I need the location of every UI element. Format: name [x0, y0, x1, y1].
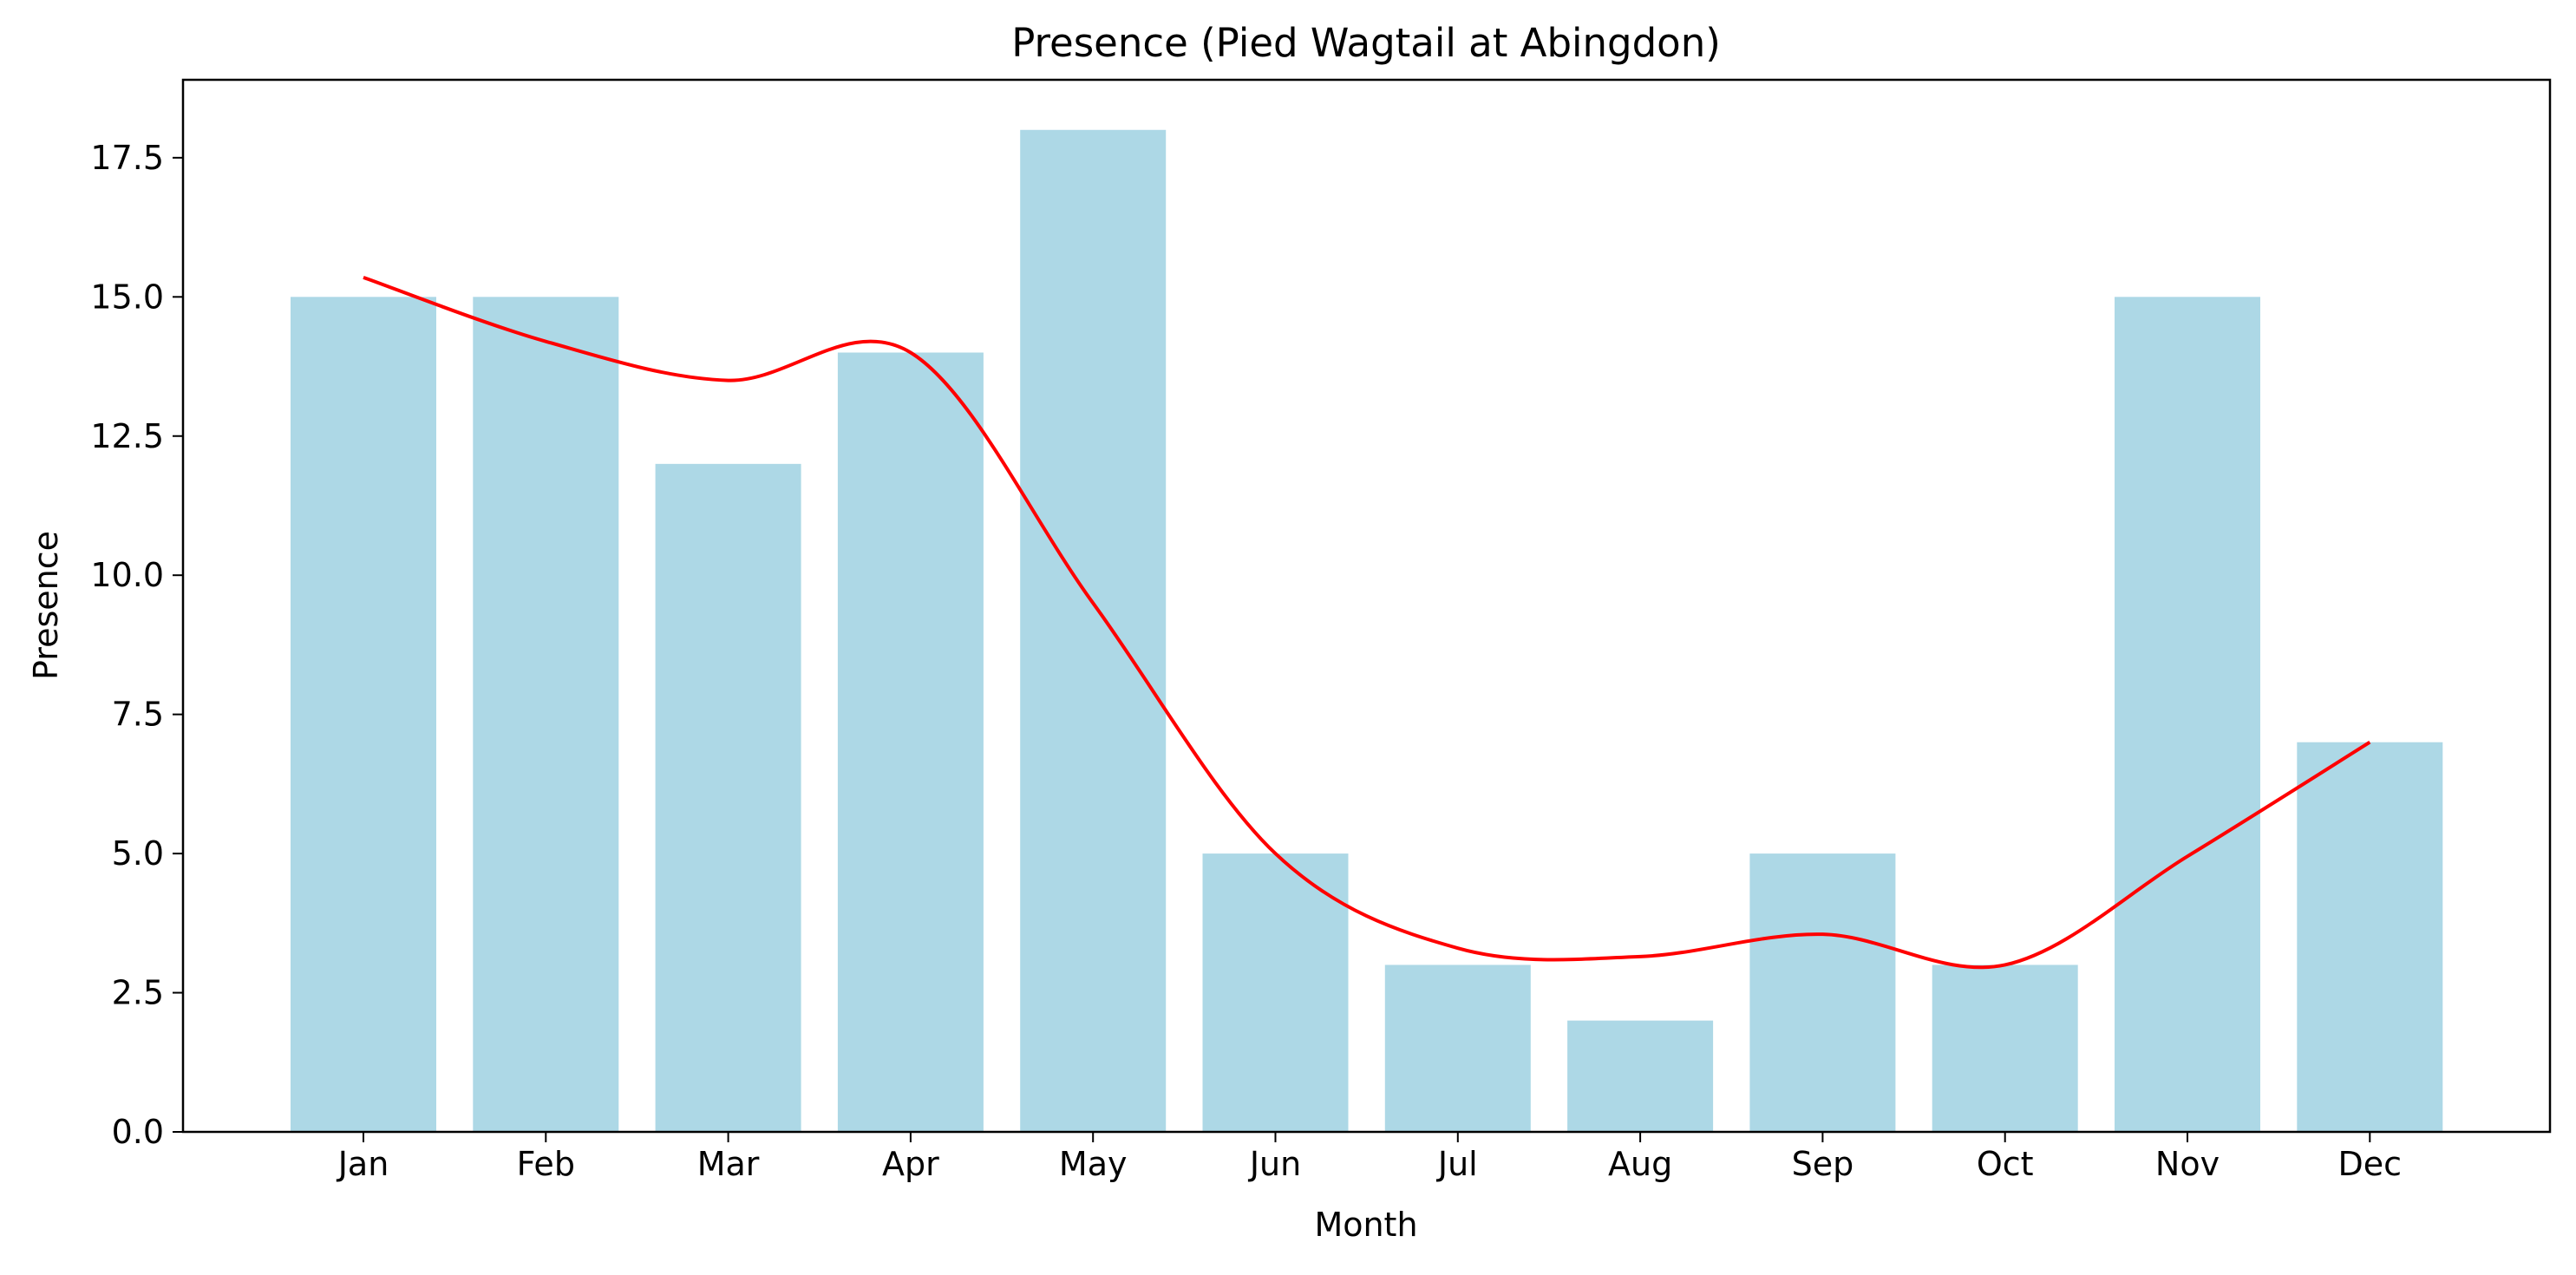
y-axis-ticks: 0.0 2.5 5.0 7.5 10.0 12.5 15.0 17.5: [90, 139, 183, 1151]
x-tick-label: Jul: [1436, 1145, 1478, 1183]
x-tick-label: Apr: [882, 1145, 939, 1183]
bar-jun: [1202, 853, 1349, 1132]
x-axis-label: Month: [1314, 1206, 1417, 1244]
x-tick-label: Aug: [1608, 1145, 1672, 1183]
x-tick-label: Oct: [1977, 1145, 2034, 1183]
bar-apr: [837, 352, 984, 1133]
y-tick-label: 10.0: [90, 556, 164, 594]
x-tick-label: Mar: [697, 1145, 760, 1183]
bars-layer: [291, 129, 2443, 1133]
x-tick-label: Feb: [517, 1145, 575, 1183]
x-tick-label: May: [1059, 1145, 1128, 1183]
plot-area-frame: [181, 78, 2552, 1134]
chart-title: Presence (Pied Wagtail at Abingdon): [1011, 20, 1721, 66]
y-axis-label: Presence: [27, 531, 65, 680]
y-tick-label: 2.5: [112, 974, 164, 1012]
bar-feb: [473, 297, 619, 1132]
y-tick-label: 7.5: [112, 696, 164, 734]
bar-nov: [2115, 297, 2260, 1132]
y-tick-label: 15.0: [90, 278, 164, 316]
trend-line-layer: [363, 275, 2371, 970]
x-tick-label: Dec: [2338, 1145, 2403, 1183]
x-tick-label: Jan: [337, 1145, 389, 1183]
y-tick-label: 5.0: [112, 834, 164, 873]
bar-oct: [1932, 964, 2078, 1132]
bar-jan: [291, 297, 436, 1132]
x-axis-ticks: Jan Feb Mar Apr May Jun Jul Aug Sep Oct Nov Dec: [337, 1132, 2402, 1183]
bar-dec: [2297, 742, 2443, 1132]
y-tick-label: 17.5: [90, 139, 164, 177]
y-tick-label: 0.0: [112, 1113, 164, 1151]
x-tick-label: Nov: [2155, 1145, 2220, 1183]
bar-sep: [1749, 853, 1896, 1132]
x-tick-label: Jun: [1248, 1145, 1301, 1183]
bar-aug: [1567, 1020, 1714, 1132]
x-tick-label: Sep: [1792, 1145, 1854, 1183]
y-tick-label: 12.5: [90, 417, 164, 455]
bar-may: [1020, 129, 1167, 1132]
bar-jul: [1384, 964, 1531, 1132]
bar-mar: [655, 463, 801, 1132]
trend-line: [363, 275, 2371, 970]
